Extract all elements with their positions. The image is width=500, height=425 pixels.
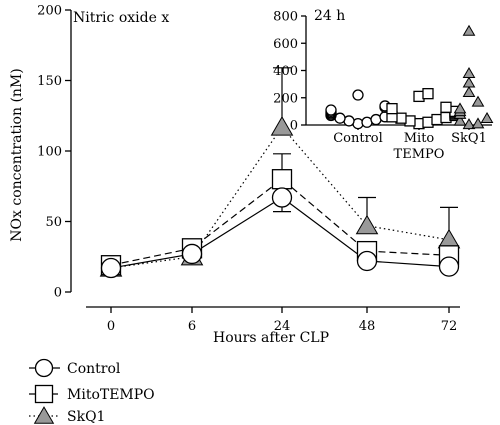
inset-y-tick-label: 0 [290,119,298,134]
inset-x-tick-label: TEMPO [394,147,445,162]
y-tick-label: 100 [37,145,62,160]
legend-marker-skq1 [33,406,55,424]
inset-label: 24 h [314,8,345,24]
legend: Control MitoTEMPO SkQ1 [29,358,155,425]
panel-label: Nitric oxide x [73,10,169,26]
inset-y-tick-label: 800 [273,10,298,25]
inset-point-skq1 [462,66,476,78]
inset-point-control [325,104,337,116]
x-tick-label: 72 [441,319,458,334]
inset-point-mitotempo [422,88,434,100]
series-line-mitotempo [110,178,450,266]
data-point-control [271,187,293,208]
data-point-mitotempo [271,169,293,190]
inset-point-skq1 [462,118,476,130]
x-tick-label: 48 [359,319,376,334]
legend-marker-control [34,358,54,378]
inset-y-tick-label: 400 [273,64,298,79]
legend-marker-mitotempo [34,384,54,404]
legend-label-mitotempo: MitoTEMPO [67,387,155,403]
inset-point-skq1 [471,117,485,129]
data-point-control [181,243,203,265]
inset-point-skq1 [462,76,476,88]
inset-point-skq1 [462,86,476,98]
inset-point-skq1 [471,95,485,107]
inset-plot: 0 200 400 600 800 24 h Control MitoTEMPO SkQ1 [273,8,494,162]
inset-point-skq1 [453,102,467,114]
inset-y-tick-label: 600 [273,37,298,52]
y-tick-label: 150 [37,74,62,89]
main-plot-axes: 0 50 100 150 200 0 6 24 48 72 [37,4,460,334]
data-point-control [438,256,460,277]
x-tick-label: 6 [188,319,196,334]
inset-x-tick-label: SkQ1 [451,131,487,146]
y-tick-label: 50 [45,215,62,230]
inset-point-mitotempo [386,103,398,115]
inset-point-skq1 [480,111,494,123]
y-tick-label: 0 [54,286,62,301]
inset-point-control [352,89,364,101]
x-tick-label: 0 [107,319,115,334]
inset-point-skq1 [462,24,476,36]
inset-point-skq1 [453,114,467,126]
main-plot-series [99,67,461,279]
inset-y-tick-label: 200 [273,91,298,106]
x-axis-label: Hours after CLP [213,330,329,346]
data-point-control [356,250,378,272]
data-point-skq1 [355,214,379,235]
series-line-control [110,196,450,269]
legend-label-control: Control [67,361,121,377]
inset-x-tick-label: Mito [404,131,435,146]
data-point-skq1 [270,116,294,136]
inset-x-tick-label: Control [333,131,383,146]
data-point-control [100,257,122,279]
y-tick-label: 200 [37,4,62,19]
inset-point-mitotempo [440,101,452,113]
legend-label-skq1: SkQ1 [67,409,105,425]
x-tick-label: 24 [274,319,291,334]
y-axis-label: NOx concentration (nM) [9,68,25,241]
